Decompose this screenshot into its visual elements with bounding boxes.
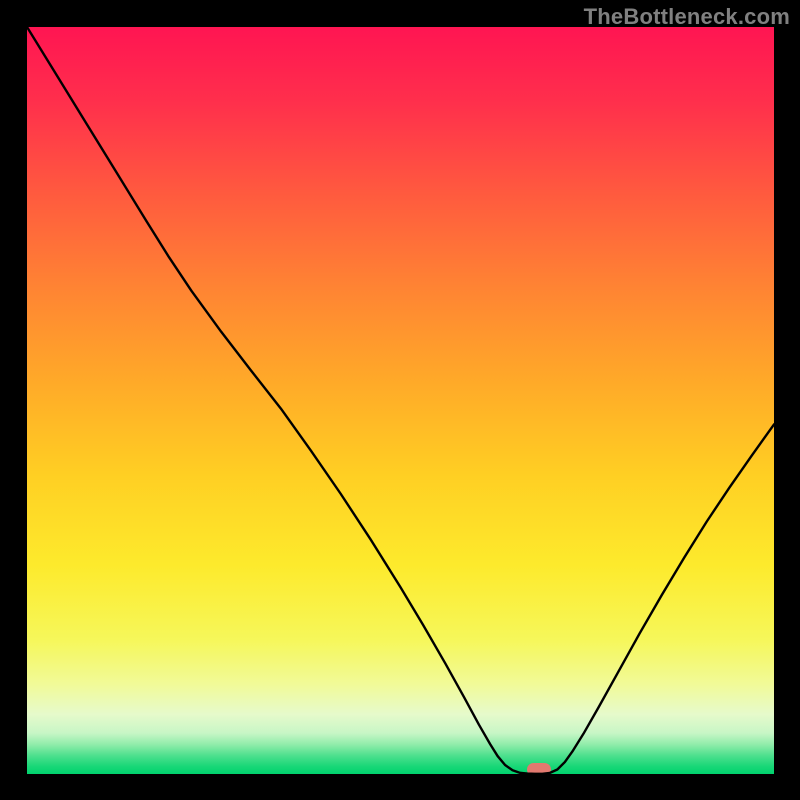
watermark-text: TheBottleneck.com xyxy=(584,4,790,30)
chart-frame: TheBottleneck.com xyxy=(0,0,800,800)
plot-area xyxy=(27,27,774,774)
curve-path xyxy=(27,27,774,774)
bottleneck-curve xyxy=(27,27,774,774)
